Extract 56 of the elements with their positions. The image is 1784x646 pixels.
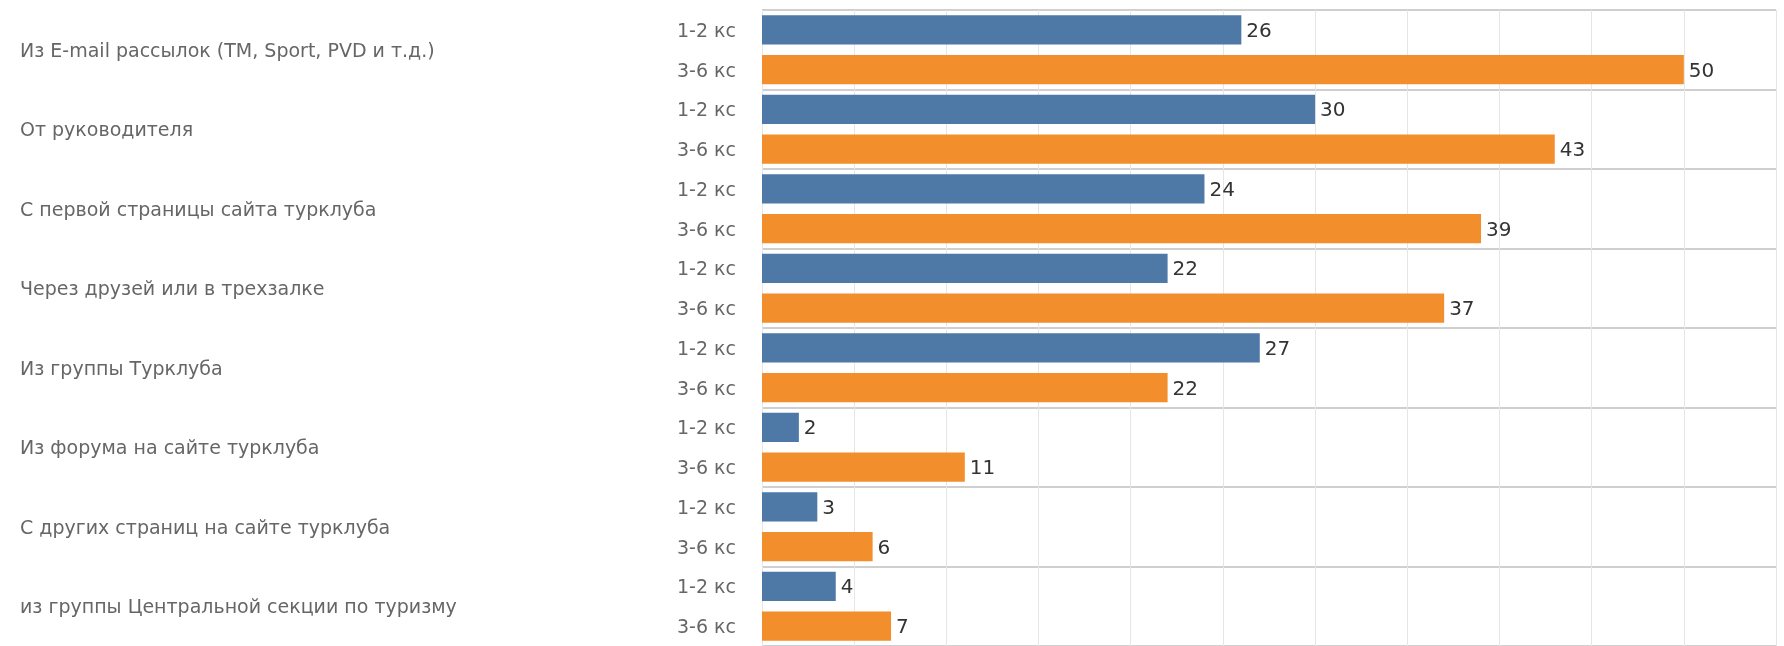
text: 1-2 кс bbox=[677, 416, 736, 439]
bar bbox=[762, 333, 1260, 363]
text: 3-6 кс bbox=[677, 456, 736, 479]
data-label: 11 bbox=[969, 455, 996, 480]
text: 3-6 кс bbox=[677, 217, 736, 240]
y-tick-label: С других страниц на сайте турклуба bbox=[20, 515, 391, 538]
bar bbox=[762, 571, 836, 602]
data-label: 7 bbox=[896, 614, 909, 639]
text: 3-6 кс bbox=[677, 615, 736, 638]
y-tick-label: из группы Центральной секции по туризму bbox=[20, 595, 457, 618]
text: 1-2 кс bbox=[677, 257, 736, 280]
text: 1-2 кс bbox=[677, 495, 736, 518]
series-label: 1-2 кс bbox=[677, 18, 736, 41]
data-label: 22 bbox=[1172, 375, 1199, 400]
y-tick-label: Через друзей или в трехзалке bbox=[20, 277, 325, 300]
data-label: 50 bbox=[1688, 57, 1715, 82]
bar bbox=[762, 15, 1242, 45]
text: 1-2 кс bbox=[677, 98, 736, 121]
bar bbox=[762, 492, 818, 522]
series-label: 3-6 кс bbox=[677, 58, 736, 81]
bar bbox=[762, 412, 799, 443]
bar bbox=[762, 452, 965, 482]
text: 1-2 кс bbox=[677, 177, 736, 200]
data-label: 22 bbox=[1172, 256, 1199, 281]
text: 3-6 кс bbox=[677, 138, 736, 161]
bar bbox=[762, 531, 873, 562]
data-label: 2 bbox=[803, 415, 817, 440]
text: 1-2 кс bbox=[677, 336, 736, 359]
data-label: 39 bbox=[1486, 216, 1512, 241]
text: 3-6 кс bbox=[677, 376, 736, 399]
text: 1-2 кс bbox=[677, 575, 736, 598]
bar bbox=[762, 611, 892, 641]
bar bbox=[762, 174, 1205, 204]
data-label: 43 bbox=[1559, 137, 1586, 162]
text: 3-6 кс bbox=[677, 297, 736, 320]
bar bbox=[762, 213, 1482, 244]
bar bbox=[762, 372, 1168, 403]
data-label: 30 bbox=[1320, 97, 1346, 122]
bar bbox=[762, 253, 1168, 284]
y-tick-label: От руководителя bbox=[20, 118, 194, 141]
bar bbox=[762, 54, 1684, 85]
data-label: 3 bbox=[822, 494, 836, 519]
y-tick-label: Из форума на сайте турклуба bbox=[20, 436, 320, 459]
data-label: 6 bbox=[877, 534, 891, 559]
data-label: 37 bbox=[1449, 296, 1475, 321]
y-tick-label: Из E-mail рассылок (TM, Sport, PVD и т.д.) bbox=[20, 38, 435, 61]
bar bbox=[762, 134, 1555, 164]
data-label: 26 bbox=[1246, 17, 1272, 42]
text: 3-6 кс bbox=[677, 535, 736, 558]
data-label: 4 bbox=[840, 574, 854, 599]
bar bbox=[762, 94, 1316, 125]
bar bbox=[762, 293, 1445, 323]
data-label: 27 bbox=[1264, 335, 1291, 360]
data-label: 24 bbox=[1209, 176, 1235, 201]
y-tick-label: С первой страницы сайта турклуба bbox=[20, 197, 377, 220]
y-tick-label: Из группы Турклуба bbox=[20, 356, 223, 379]
